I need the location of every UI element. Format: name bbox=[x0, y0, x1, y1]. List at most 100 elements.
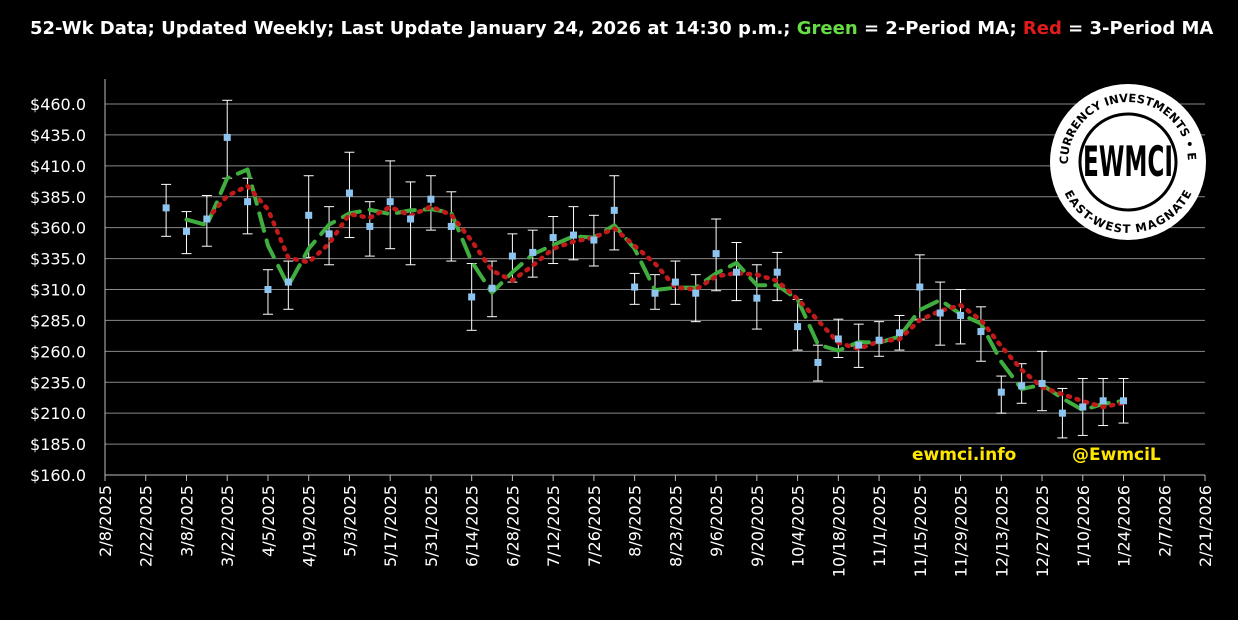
title-part-2: = 2-Period MA; bbox=[863, 18, 1017, 39]
data-point bbox=[264, 286, 272, 293]
data-point bbox=[366, 222, 374, 230]
y-tick-label: $360.0 bbox=[30, 219, 86, 238]
x-tick-label: 6/28/2025 bbox=[503, 485, 522, 567]
x-tick-label: 8/23/2025 bbox=[666, 485, 685, 567]
x-tick-label: 5/17/2025 bbox=[381, 485, 400, 567]
x-tick-label: 12/27/2025 bbox=[1033, 485, 1052, 577]
y-tick-label: $210.0 bbox=[30, 404, 86, 423]
credit-x-label: X: bbox=[1049, 445, 1066, 465]
logo-inner-ring bbox=[1078, 112, 1178, 212]
data-points bbox=[162, 133, 1128, 417]
data-point bbox=[671, 278, 679, 286]
x-tick-label: 9/6/2025 bbox=[707, 485, 726, 557]
x-tick-label: 8/9/2025 bbox=[626, 485, 645, 557]
credit-web-label: Web: bbox=[858, 445, 901, 465]
data-point bbox=[814, 358, 822, 366]
credit-web-value[interactable]: ewmci.info bbox=[912, 445, 1016, 465]
data-point bbox=[875, 336, 883, 344]
ma3-line bbox=[204, 183, 1126, 410]
data-point bbox=[936, 309, 944, 317]
x-tick-label: 9/20/2025 bbox=[748, 485, 767, 567]
data-point bbox=[1120, 397, 1128, 405]
y-tick-label: $260.0 bbox=[30, 342, 86, 361]
x-tick-label: 3/22/2025 bbox=[218, 485, 237, 567]
data-point bbox=[651, 289, 659, 297]
x-tick-label: 4/19/2025 bbox=[300, 485, 319, 567]
data-point bbox=[895, 329, 903, 337]
data-point bbox=[488, 284, 496, 292]
data-point bbox=[1099, 397, 1107, 405]
data-point bbox=[549, 234, 557, 242]
data-point bbox=[1058, 409, 1066, 417]
data-point bbox=[182, 227, 190, 235]
title-red-word: Red bbox=[1022, 18, 1062, 39]
x-tick-label: 7/12/2025 bbox=[544, 485, 563, 567]
axes bbox=[104, 79, 1206, 481]
y-tick-label: $410.0 bbox=[30, 157, 86, 176]
data-point bbox=[427, 195, 435, 203]
title-part-3: = 3-Period MA bbox=[1068, 18, 1214, 39]
chart-title-banner: 52-Wk Data; Updated Weekly; Last Update … bbox=[0, 18, 1238, 48]
y-tick-label: $335.0 bbox=[30, 250, 86, 269]
ewmci-logo: CRYPTOCURRENCY INVESTMENTS • EST. 2018 E… bbox=[1050, 84, 1206, 240]
data-point bbox=[162, 204, 170, 212]
data-point bbox=[386, 198, 394, 206]
credits: (c) 2018-2026 EWMCI. Web: ewmci.info X: … bbox=[618, 445, 1161, 465]
data-point bbox=[957, 311, 965, 319]
data-point bbox=[1018, 382, 1026, 390]
y-tick-labels: $460.0 $435.0 $410.0 $385.0 $360.0 $335.0 $310… bbox=[30, 95, 86, 485]
x-tick-label: 1/10/2026 bbox=[1074, 485, 1093, 567]
data-point bbox=[305, 211, 313, 219]
x-tick-label: 2/21/2026 bbox=[1196, 485, 1215, 567]
y-tick-label: $460.0 bbox=[30, 95, 86, 114]
y-tick-label: $285.0 bbox=[30, 311, 86, 330]
x-tick-label: 11/15/2025 bbox=[911, 485, 930, 577]
x-tick-label: 6/14/2025 bbox=[463, 485, 482, 567]
x-tick-label: 12/13/2025 bbox=[992, 485, 1011, 577]
data-point bbox=[203, 215, 211, 223]
title-green-word: Green bbox=[796, 18, 858, 39]
x-tick-label: 5/31/2025 bbox=[422, 485, 441, 567]
data-point bbox=[244, 198, 252, 206]
data-point bbox=[1038, 379, 1046, 387]
data-point bbox=[590, 236, 598, 244]
x-tick-label: 10/18/2025 bbox=[829, 485, 848, 577]
x-tick-label: 2/22/2025 bbox=[137, 485, 156, 567]
data-point bbox=[855, 341, 863, 349]
y-tick-label: $435.0 bbox=[30, 126, 86, 145]
y-tick-label: $385.0 bbox=[30, 188, 86, 207]
data-point bbox=[345, 189, 353, 197]
data-point bbox=[447, 222, 455, 230]
data-point bbox=[997, 388, 1005, 396]
data-point bbox=[610, 206, 618, 214]
data-point bbox=[732, 268, 740, 276]
x-tick-label: 2/8/2025 bbox=[96, 485, 115, 557]
y-tick-label: $235.0 bbox=[30, 373, 86, 392]
logo-wordmark: EWMCI bbox=[1083, 137, 1173, 186]
credit-x-value[interactable]: @EwmciL bbox=[1072, 445, 1161, 465]
data-point bbox=[631, 283, 639, 291]
data-point bbox=[508, 252, 516, 260]
data-point bbox=[1079, 403, 1087, 411]
y-tick-label: $185.0 bbox=[30, 435, 86, 454]
x-tick-label: 11/1/2025 bbox=[870, 485, 889, 567]
data-point bbox=[223, 133, 231, 141]
data-point bbox=[284, 278, 292, 286]
data-point bbox=[407, 215, 415, 223]
x-tick-labels: 2/8/2025 2/22/2025 3/8/2025 3/22/2025 4/5/20… bbox=[96, 485, 1215, 577]
title-part-1: 52-Wk Data; Updated Weekly; Last Update … bbox=[30, 18, 791, 39]
x-tick-label: 4/5/2025 bbox=[259, 485, 278, 557]
x-tick-label: 10/4/2025 bbox=[789, 485, 808, 567]
data-point bbox=[325, 230, 333, 238]
data-point bbox=[916, 283, 924, 291]
credit-copyright: (c) 2018-2026 EWMCI. bbox=[618, 445, 809, 465]
data-point bbox=[753, 294, 761, 302]
data-point bbox=[773, 268, 781, 276]
data-point bbox=[529, 248, 537, 256]
y-tick-label: $310.0 bbox=[30, 281, 86, 300]
data-point bbox=[794, 323, 802, 331]
x-tick-label: 3/8/2025 bbox=[177, 485, 196, 557]
x-tick-label: 7/26/2025 bbox=[585, 485, 604, 567]
ma3-line-group bbox=[204, 183, 1126, 410]
